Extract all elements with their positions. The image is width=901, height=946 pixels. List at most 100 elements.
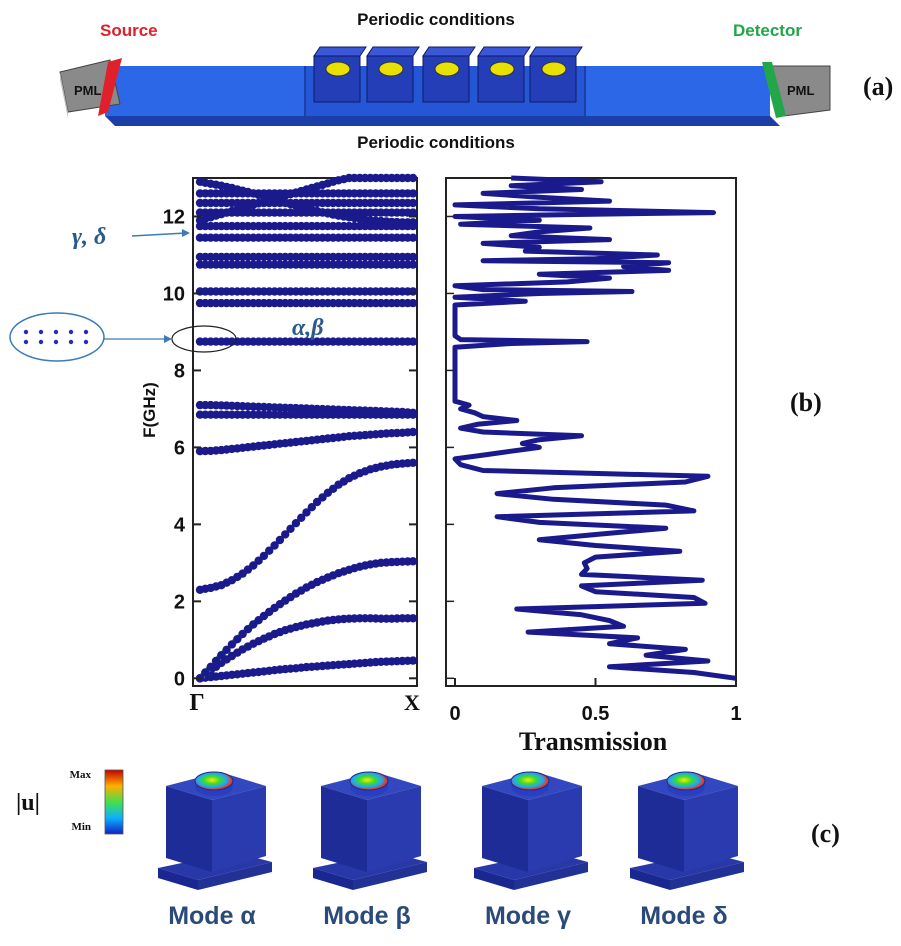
mode-field-cap [510,771,550,791]
panel-a-waveguide-schematic: PML PML Source Detector Periodic conditi… [59,10,893,152]
source-label: Source [100,21,158,40]
periodic-conditions-bottom: Periodic conditions [357,133,515,152]
pillar-cap [489,61,515,77]
colorbar-quantity-label: |u| [16,790,40,816]
band-y-tick-label: 8 [174,360,185,382]
band-y-tick-label: 4 [174,514,186,536]
inset-dot [68,329,74,335]
mode-shape-row: Mode α Mode β Mode γ Mode δ [158,771,744,930]
mode-cell: Mode α [158,771,272,930]
inset-dot [23,339,29,345]
band-y-tick-label: 0 [174,668,185,690]
base-plate-front [474,868,514,890]
band-point [408,173,418,183]
unit-cell-top [477,46,531,57]
transmission-plot: 0 0.5 1 Transmission [445,175,742,756]
base-plate-front [158,868,198,890]
band-structure-plot: 0 2 4 6 8 10 12 F(GHz) Γ X γ, δ α,β [9,173,420,716]
inset-dot [53,329,59,335]
base-plate-side [198,862,272,890]
band-point [408,337,418,346]
mode-field-cap [194,771,234,791]
gamma-delta-annotation: γ, δ [72,224,106,250]
pml-left-label: PML [74,83,102,98]
base-plate-side [514,862,588,890]
cube-side [367,786,421,872]
band-point [408,614,418,623]
band-point [408,189,418,198]
band-point [302,508,311,517]
band-point [408,458,418,467]
base-plate-front [313,868,353,890]
transmission-x-axis-label: Transmission [519,727,668,756]
band-point [408,427,418,437]
zoom-inset-ellipse [9,312,105,362]
band-point [243,625,253,634]
band-y-tick-label: 12 [163,206,185,228]
detector-plane [762,62,786,118]
mode-cell: Mode β [313,771,427,930]
transmission-x-tick-label: 0 [449,703,460,725]
unit-cell-top [366,46,420,57]
cube-front [166,786,212,872]
zoom-inset-dots [23,329,89,345]
band-point [222,645,231,654]
periodic-conditions-top: Periodic conditions [357,10,515,29]
transmission-x-tick-label: 1 [730,703,741,725]
inset-dot [38,329,44,335]
cube-front [638,786,684,872]
pillar-cap [541,61,567,77]
band-point [206,662,215,671]
mode-cell: Mode γ [474,771,588,930]
transmission-y-ticks [446,215,454,680]
band-y-tick-label: 6 [174,437,185,459]
band-point [408,408,418,417]
band-point [408,252,418,262]
band-point [275,535,285,545]
mode-label: Mode α [168,902,256,930]
band-point [297,513,306,522]
inset-dot [53,339,59,345]
band-point [201,668,210,677]
inset-dot [38,339,44,345]
mode-field-cap [666,771,706,791]
colorbar-min-label: Min [71,821,91,833]
band-point [408,198,418,208]
gamma-delta-arrow [131,232,187,237]
band-marks [195,173,418,683]
transmission-x-ticks: 0 0.5 1 [449,678,742,725]
cube-side [528,786,582,872]
x-point-label: X [404,690,420,715]
band-point [259,551,269,561]
band-point [286,524,295,533]
cube-side [684,786,738,872]
band-point [408,298,418,308]
unit-cell-top [422,46,476,57]
cube-side [212,786,266,872]
pillar-cap [325,61,351,77]
band-point [211,656,221,666]
base-plate-front [630,868,670,890]
band-point [408,260,418,269]
band-point [408,218,418,227]
inset-dot [23,329,29,335]
panel-b-tag: (b) [790,388,822,417]
pillar-cap [434,61,460,77]
cube-front [482,786,528,872]
band-y-ticks: 0 2 4 6 8 10 12 [163,206,417,690]
inset-dot [83,329,89,335]
band-point [291,519,301,528]
alpha-beta-annotation: α,β [292,315,324,341]
waveguide-side [105,116,780,126]
band-point [408,233,418,242]
mode-label: Mode β [323,902,410,930]
detector-label: Detector [733,21,802,40]
pml-right-label: PML [787,83,815,98]
inset-dot [83,339,89,345]
band-y-tick-label: 10 [163,283,185,305]
inset-dot [68,339,74,345]
source-plane [98,58,122,116]
mode-label: Mode δ [640,902,727,930]
band-point [408,557,418,566]
